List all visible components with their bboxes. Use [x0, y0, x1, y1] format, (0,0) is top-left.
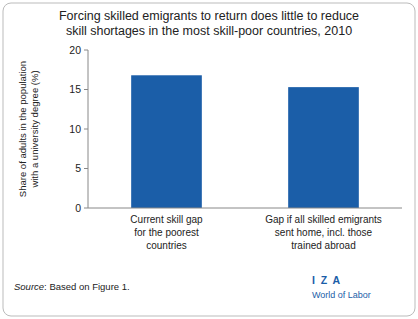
brand-name: World of Labor — [312, 290, 371, 300]
bar — [131, 75, 202, 208]
y-tick — [84, 89, 88, 90]
bar — [288, 87, 359, 208]
x-axis — [88, 208, 402, 209]
chart: Forcing skilled emigrants to return does… — [0, 0, 418, 319]
y-tick-label: 5 — [75, 162, 81, 174]
x-tick-label: Current skill gapfor the poorestcountrie… — [130, 214, 203, 251]
y-axis-label: Share of adults in the populationwith a … — [17, 61, 40, 197]
y-tick — [84, 129, 88, 130]
y-tick-label: 10 — [69, 123, 81, 135]
bars — [131, 75, 359, 208]
x-tick-label: Gap if all skilled emigrantssent home, i… — [265, 214, 382, 251]
y-tick — [84, 168, 88, 169]
source-note: Source: Based on Figure 1. — [14, 281, 130, 292]
y-tick — [84, 208, 88, 209]
frame — [3, 3, 415, 316]
brand-logo: I Z A — [312, 274, 341, 286]
y-tick-label: 0 — [75, 202, 81, 214]
y-tick-label: 20 — [69, 44, 81, 56]
title: Forcing skilled emigrants to return does… — [59, 9, 359, 38]
y-tick — [84, 50, 88, 51]
y-tick-label: 15 — [69, 83, 81, 95]
